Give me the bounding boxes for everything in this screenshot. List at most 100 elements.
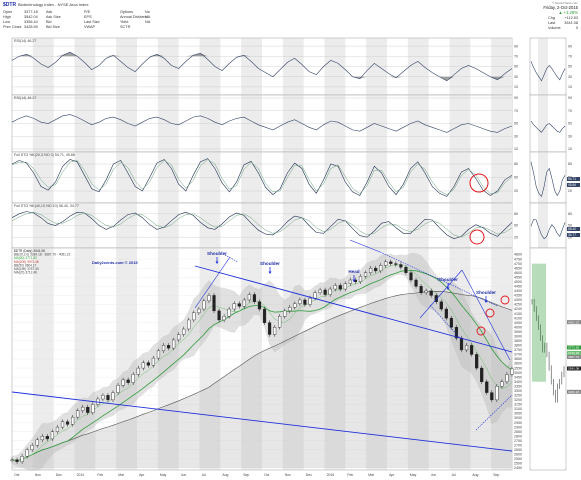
mini-tick-label: 10 (568, 147, 572, 151)
ma20-line (11, 264, 513, 461)
candle-body (313, 292, 317, 299)
pattern-label: Shoulder (438, 277, 458, 282)
candle-body (192, 312, 196, 321)
pattern-label: Shoulder (476, 290, 496, 295)
price-panel: 2450250025502600265027002750280028502900… (10, 239, 522, 471)
price-tick-label: 2850 (514, 430, 522, 434)
pattern-label: Head (348, 269, 359, 274)
candle-body (333, 285, 337, 290)
price-tick-label: 4300 (514, 298, 522, 302)
candle-body (121, 379, 125, 386)
price-tag (567, 389, 581, 394)
quote-cell: 3428.55 (24, 25, 38, 29)
candle-body (182, 328, 186, 335)
candle-body (273, 327, 277, 335)
ma200-line (11, 290, 513, 462)
tick-label: 30 (514, 75, 518, 79)
candle-body (444, 308, 448, 319)
tick-label: 80 (514, 212, 518, 216)
series-line-pct-K (11, 158, 513, 197)
candle-body (454, 327, 459, 339)
candle-body (237, 303, 241, 307)
mini-band (538, 38, 548, 95)
candle-body (288, 307, 292, 312)
oscillator-panel: 20 50 80 Full STO %K(40,10,%D 10) 58.40, 34… (11, 202, 518, 249)
symbol-label: $DTR (3, 2, 16, 8)
candle-body (131, 374, 135, 383)
tick-label: 50 (514, 65, 518, 69)
candle-body (55, 426, 60, 432)
mini-tick-label: 70 (568, 109, 572, 113)
candle-body (505, 374, 509, 382)
quote-cell: VWAP (84, 25, 96, 29)
quote-cell: Bid Size (46, 25, 60, 29)
price-tick-label: 3000 (514, 416, 522, 420)
price-tick-label: 4150 (514, 312, 522, 316)
candle-body (101, 395, 105, 400)
candle-body (449, 317, 453, 328)
price-tag (567, 354, 581, 359)
price-tick-label: 3850 (514, 339, 522, 343)
candle-body (475, 354, 479, 369)
quote-cell: Last Size (84, 20, 100, 24)
x-axis: Oct Nov Dec 2014 Feb Mar Apr May Jun Jul Aug Sep Oct… (14, 473, 499, 477)
quote-cell: High (3, 15, 11, 19)
candle-body (207, 295, 211, 302)
series-line-pct-D (11, 211, 513, 238)
candle-body (45, 436, 49, 440)
candle-body (151, 357, 156, 366)
price-tick-label: 4500 (514, 280, 522, 284)
candle-body (197, 308, 201, 313)
mini-tick-label: 90 (568, 44, 572, 48)
quote-table: Open 3377.18 Ask P/E Options No High 3542.04 Ask… (3, 10, 151, 29)
mini-line (530, 61, 566, 82)
candle-body (227, 308, 231, 317)
price-tick-label: 4600 (514, 271, 522, 275)
arrow-head (268, 271, 272, 274)
series-line-pct-K (11, 211, 513, 240)
candle-body (348, 279, 352, 284)
value-tag (567, 227, 580, 231)
candle-body (318, 289, 322, 293)
candle-body (434, 295, 438, 302)
price-tick-label: 3750 (514, 348, 522, 352)
candle-body (136, 367, 140, 375)
x-tick-label: 2014 (77, 473, 85, 477)
pattern-label: Shoulder (260, 261, 280, 266)
x-tick-label: Apr (139, 473, 145, 477)
target-circle (476, 326, 486, 336)
mini-band (538, 95, 548, 152)
candle-body (232, 303, 236, 310)
mini-line (530, 120, 566, 133)
x-tick-label: Mar (118, 473, 125, 477)
annotation-circle (469, 229, 485, 245)
series-line-pct-D (11, 159, 513, 195)
candle-body (363, 272, 368, 277)
quote-cell: 3542.04 (24, 15, 38, 19)
oscillator-panel: 20 50 80 Full STO %K(20,3,%D 3) 54.71, 45.6… (11, 151, 518, 204)
trend-line (475, 394, 513, 431)
price-tick-label: 3550 (514, 366, 522, 370)
arrow-head (215, 261, 219, 264)
candle-body (399, 264, 403, 268)
x-tick-label: Oct (264, 473, 269, 477)
candle-body (106, 395, 110, 401)
candle-body (389, 261, 393, 264)
mini-line (530, 218, 566, 240)
candle-body (262, 308, 267, 323)
price-tick-label: 4550 (514, 275, 522, 279)
price-tick-label: 3650 (514, 357, 522, 361)
value-tag-text: 34.77 (568, 233, 576, 237)
candle-body (50, 431, 55, 440)
price-tick-label: 2650 (514, 448, 522, 452)
x-tick-label: Jun (181, 473, 187, 477)
candle-body (161, 345, 166, 352)
price-tick-label: 4050 (514, 321, 522, 325)
price-tick-label: 4350 (514, 294, 522, 298)
price-tick-label: 4200 (514, 307, 522, 311)
mini-tick-label: 30 (568, 75, 572, 79)
index-title: Biotechnology Index - NYSE Arca Index (18, 2, 88, 7)
candle-body (35, 439, 39, 446)
target-circle (500, 295, 510, 305)
